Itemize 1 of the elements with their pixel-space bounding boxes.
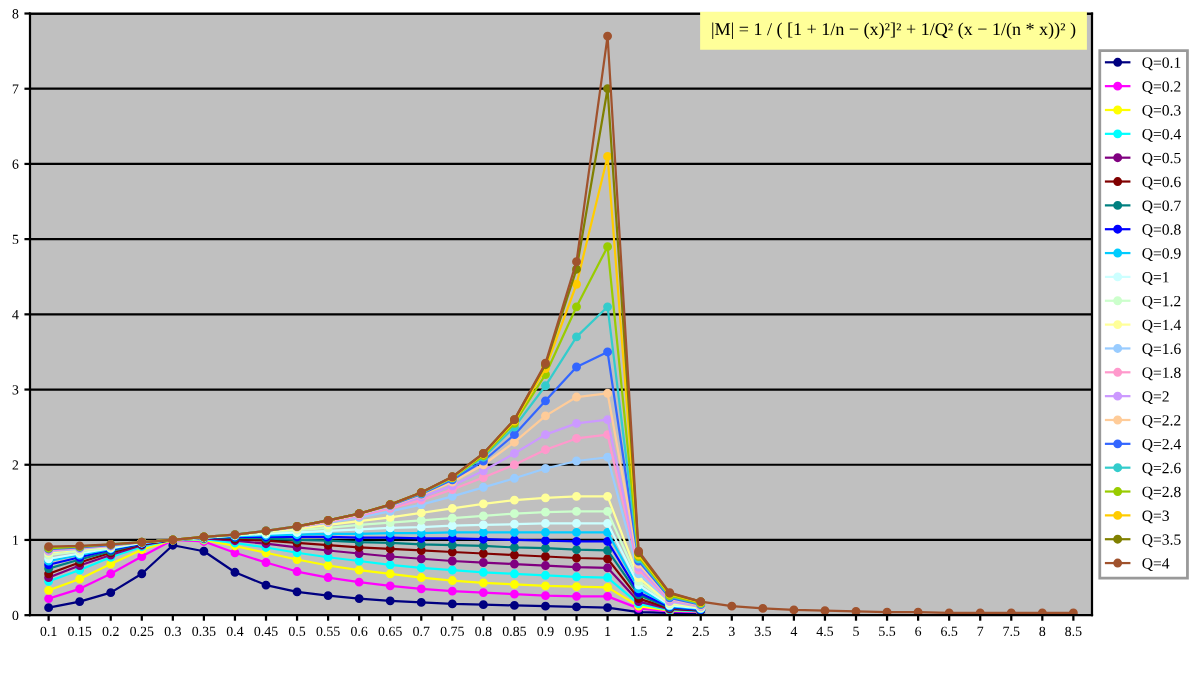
annotation: |M| = 1 / ( [1 + 1/n − (x)²]² + 1/Q² (x − 1/(n * x))² ) [712,22,1076,39]
